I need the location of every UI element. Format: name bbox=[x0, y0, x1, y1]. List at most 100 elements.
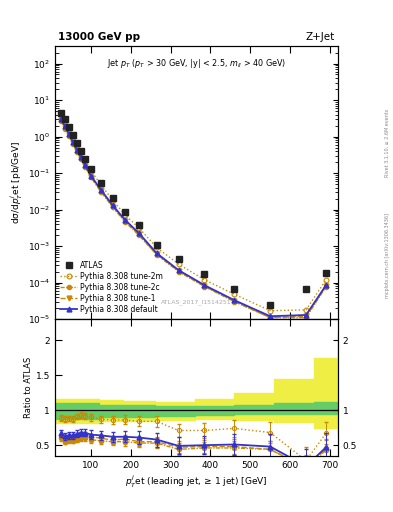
Pythia 8.308 default bbox=[136, 230, 141, 236]
Pythia 8.308 tune-1 bbox=[99, 187, 103, 194]
Pythia 8.308 tune-2m bbox=[136, 225, 141, 231]
Text: Z+Jet: Z+Jet bbox=[306, 32, 335, 42]
Pythia 8.308 tune-2c bbox=[99, 188, 103, 195]
Pythia 8.308 default bbox=[268, 313, 273, 319]
Pythia 8.308 default bbox=[59, 116, 63, 122]
Pythia 8.308 tune-2m bbox=[154, 244, 159, 250]
Pythia 8.308 default bbox=[176, 267, 181, 273]
Pythia 8.308 tune-1 bbox=[75, 148, 79, 154]
ATLAS bbox=[59, 110, 63, 116]
Pythia 8.308 tune-1 bbox=[79, 156, 83, 162]
Text: Rivet 3.1.10, ≥ 2.6M events: Rivet 3.1.10, ≥ 2.6M events bbox=[385, 109, 390, 178]
Pythia 8.308 tune-1 bbox=[324, 283, 329, 289]
ATLAS bbox=[99, 180, 103, 186]
Pythia 8.308 tune-2m bbox=[62, 118, 67, 124]
Pythia 8.308 tune-1 bbox=[268, 314, 273, 321]
Pythia 8.308 tune-1 bbox=[136, 231, 141, 238]
Pythia 8.308 tune-2m bbox=[232, 291, 237, 297]
Y-axis label: Ratio to ATLAS: Ratio to ATLAS bbox=[24, 357, 33, 418]
Pythia 8.308 tune-2c bbox=[122, 219, 127, 225]
ATLAS bbox=[88, 166, 93, 172]
ATLAS bbox=[83, 156, 87, 162]
Pythia 8.308 tune-2c bbox=[88, 175, 93, 181]
Pythia 8.308 tune-2m bbox=[176, 261, 181, 267]
Pythia 8.308 default bbox=[62, 123, 67, 130]
ATLAS bbox=[154, 242, 159, 248]
Pythia 8.308 tune-2m bbox=[59, 112, 63, 118]
ATLAS bbox=[176, 255, 181, 262]
Pythia 8.308 tune-2c bbox=[66, 133, 71, 139]
Pythia 8.308 tune-2m bbox=[83, 157, 87, 163]
ATLAS bbox=[79, 148, 83, 154]
Pythia 8.308 tune-2m bbox=[66, 126, 71, 133]
ATLAS bbox=[122, 209, 127, 215]
Text: Jet $p_{T}$ ($p_{T}$ > 30 GeV, |y| < 2.5, $m_{ll}$ > 40 GeV): Jet $p_{T}$ ($p_{T}$ > 30 GeV, |y| < 2.5… bbox=[107, 57, 286, 70]
Pythia 8.308 default bbox=[304, 312, 309, 318]
Pythia 8.308 tune-1 bbox=[62, 124, 67, 131]
Pythia 8.308 tune-2m bbox=[110, 197, 115, 203]
Pythia 8.308 default bbox=[154, 250, 159, 257]
Pythia 8.308 tune-2m bbox=[99, 182, 103, 188]
ATLAS bbox=[66, 124, 71, 130]
ATLAS bbox=[136, 222, 141, 228]
Pythia 8.308 tune-2c bbox=[75, 149, 79, 155]
Pythia 8.308 tune-2c bbox=[232, 298, 237, 305]
Pythia 8.308 tune-2c bbox=[154, 252, 159, 258]
Pythia 8.308 default bbox=[88, 173, 93, 179]
Pythia 8.308 tune-1 bbox=[122, 218, 127, 224]
Legend: ATLAS, Pythia 8.308 tune-2m, Pythia 8.308 tune-2c, Pythia 8.308 tune-1, Pythia 8: ATLAS, Pythia 8.308 tune-2m, Pythia 8.30… bbox=[59, 260, 165, 315]
Pythia 8.308 tune-1 bbox=[232, 298, 237, 304]
Text: mcplots.cern.ch [arXiv:1306.3436]: mcplots.cern.ch [arXiv:1306.3436] bbox=[385, 214, 390, 298]
Line: ATLAS: ATLAS bbox=[58, 110, 329, 308]
ATLAS bbox=[304, 286, 309, 292]
Line: Pythia 8.308 default: Pythia 8.308 default bbox=[59, 117, 329, 318]
Pythia 8.308 tune-2m bbox=[268, 308, 273, 314]
Pythia 8.308 default bbox=[232, 297, 237, 303]
Pythia 8.308 tune-1 bbox=[110, 204, 115, 210]
Text: 13000 GeV pp: 13000 GeV pp bbox=[58, 32, 140, 42]
Line: Pythia 8.308 tune-2m: Pythia 8.308 tune-2m bbox=[59, 112, 329, 313]
Pythia 8.308 tune-2c bbox=[324, 284, 329, 290]
Pythia 8.308 tune-2c bbox=[268, 314, 273, 321]
Pythia 8.308 default bbox=[66, 131, 71, 137]
Pythia 8.308 tune-2c bbox=[304, 314, 309, 321]
Pythia 8.308 default bbox=[75, 147, 79, 153]
X-axis label: $p_{T}^{j}$et (leading jet, ≥ 1 jet) [GeV]: $p_{T}^{j}$et (leading jet, ≥ 1 jet) [Ge… bbox=[125, 474, 268, 490]
Pythia 8.308 tune-2m bbox=[88, 167, 93, 174]
ATLAS bbox=[71, 132, 75, 138]
Pythia 8.308 tune-2m bbox=[202, 276, 207, 283]
ATLAS bbox=[62, 116, 67, 122]
Pythia 8.308 tune-1 bbox=[59, 117, 63, 123]
Y-axis label: dσ/d$p_{T}^{j}$et [pb/GeV]: dσ/d$p_{T}^{j}$et [pb/GeV] bbox=[9, 141, 25, 224]
Pythia 8.308 tune-1 bbox=[176, 268, 181, 274]
Pythia 8.308 tune-1 bbox=[88, 174, 93, 180]
Pythia 8.308 tune-1 bbox=[202, 283, 207, 289]
Pythia 8.308 default bbox=[324, 282, 329, 288]
Pythia 8.308 default bbox=[110, 202, 115, 208]
Pythia 8.308 default bbox=[202, 282, 207, 288]
Line: Pythia 8.308 tune-2c: Pythia 8.308 tune-2c bbox=[59, 119, 328, 319]
Pythia 8.308 tune-2m bbox=[75, 142, 79, 148]
Line: Pythia 8.308 tune-1: Pythia 8.308 tune-1 bbox=[59, 118, 329, 320]
Pythia 8.308 default bbox=[122, 217, 127, 223]
Pythia 8.308 tune-2c bbox=[71, 141, 75, 147]
Pythia 8.308 tune-1 bbox=[83, 162, 87, 168]
Pythia 8.308 tune-2m bbox=[304, 307, 309, 313]
ATLAS bbox=[324, 270, 329, 276]
Pythia 8.308 tune-1 bbox=[304, 313, 309, 319]
ATLAS bbox=[232, 286, 237, 292]
Pythia 8.308 tune-1 bbox=[71, 140, 75, 146]
Pythia 8.308 tune-2m bbox=[324, 276, 329, 283]
Pythia 8.308 tune-1 bbox=[154, 251, 159, 258]
Pythia 8.308 tune-2c bbox=[79, 156, 83, 162]
ATLAS bbox=[110, 195, 115, 201]
ATLAS bbox=[75, 140, 79, 146]
Pythia 8.308 tune-2c bbox=[202, 284, 207, 290]
Pythia 8.308 default bbox=[99, 187, 103, 193]
Text: ATLAS_2017_I1514251: ATLAS_2017_I1514251 bbox=[161, 300, 232, 306]
Pythia 8.308 tune-2m bbox=[71, 134, 75, 140]
ATLAS bbox=[268, 302, 273, 308]
Pythia 8.308 tune-2c bbox=[176, 269, 181, 275]
Pythia 8.308 tune-2c bbox=[59, 118, 63, 124]
Pythia 8.308 tune-2c bbox=[136, 232, 141, 238]
